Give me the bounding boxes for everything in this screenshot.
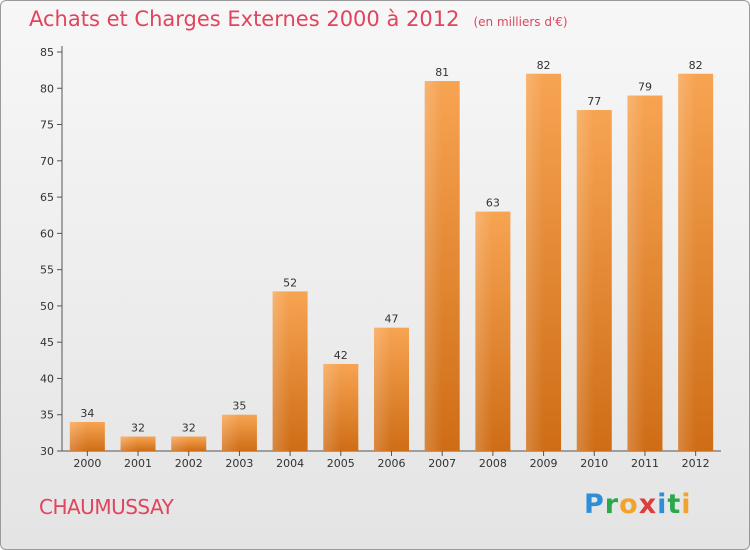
bar-highlight — [69, 421, 88, 451]
logo-letter: o — [619, 489, 639, 520]
bar-value-label: 32 — [182, 421, 196, 434]
place-name: CHAUMUSSAY — [39, 495, 174, 519]
bar-value-label: 52 — [283, 276, 297, 289]
chart-axes: 30 35 40 45 50 55 60 65 70 75 80 85 2000 2001 2002 2003… — [40, 46, 721, 470]
y-tick-label: 30 — [40, 445, 54, 458]
y-tick-label: 70 — [40, 155, 54, 168]
x-tick-label: 2008 — [479, 457, 507, 470]
bar-value-label: 82 — [689, 59, 703, 72]
x-tick-label: 2009 — [530, 457, 558, 470]
y-tick-label: 55 — [40, 264, 54, 277]
x-tick-label: 2007 — [428, 457, 456, 470]
logo-letter: i — [681, 489, 692, 520]
bar-highlight — [221, 414, 240, 451]
logo-letter: P — [584, 489, 605, 520]
x-tick-label: 2012 — [682, 457, 710, 470]
proxiti-logo: Proxiti — [584, 489, 692, 520]
bar-highlight — [272, 291, 291, 451]
bar-highlight — [526, 73, 544, 451]
bar-highlight — [576, 110, 595, 451]
bar-value-label: 79 — [638, 81, 652, 94]
y-tick-label: 80 — [40, 82, 54, 95]
x-tick-label: 2001 — [124, 457, 152, 470]
bar-value-label: 34 — [80, 407, 94, 420]
logo-letter: i — [657, 489, 668, 520]
bar-value-label: 82 — [537, 59, 551, 72]
bar-value-label: 81 — [435, 66, 449, 79]
x-tick-label: 2004 — [276, 457, 304, 470]
chart-data-labels: 34 32 32 35 52 42 47 81 63 82 77 79 82 — [80, 59, 702, 435]
y-tick-label: 35 — [40, 409, 54, 422]
bar-value-label: 32 — [131, 421, 145, 434]
x-tick-label: 2003 — [225, 457, 253, 470]
logo-letter: r — [604, 489, 620, 520]
y-tick-label: 45 — [40, 336, 54, 349]
y-tick-label: 65 — [40, 191, 54, 204]
logo-letter: x — [638, 489, 658, 520]
bar-value-label: 35 — [232, 400, 246, 413]
bar-highlight — [475, 211, 493, 451]
bar-highlight — [374, 327, 392, 451]
x-tick-label: 2000 — [73, 457, 101, 470]
bar-highlight — [323, 363, 341, 451]
chart-subtitle: (en milliers d'€) — [473, 15, 568, 29]
y-tick-label: 40 — [40, 372, 54, 385]
bar-value-label: 63 — [486, 197, 500, 210]
bar-value-label: 47 — [385, 313, 399, 326]
chart-title: Achats et Charges Externes 2000 à 2012 (e… — [29, 7, 568, 31]
bar-value-label: 77 — [587, 95, 601, 108]
y-tick-label: 75 — [40, 119, 54, 132]
bar-highlight — [678, 73, 696, 451]
x-tick-label: 2002 — [175, 457, 203, 470]
bar-highlight — [171, 436, 189, 451]
x-tick-label: 2006 — [378, 457, 406, 470]
y-tick-label: 60 — [40, 227, 54, 240]
x-tick-label: 2011 — [631, 457, 659, 470]
chart-title-text: Achats et Charges Externes 2000 à 2012 — [29, 7, 460, 31]
x-tick-label: 2010 — [580, 457, 608, 470]
bar-highlight — [120, 436, 139, 451]
x-tick-label: 2005 — [327, 457, 355, 470]
bar-highlight — [424, 81, 443, 451]
y-tick-label: 50 — [40, 300, 54, 313]
bar-value-label: 42 — [334, 349, 348, 362]
logo-letter: t — [667, 489, 682, 520]
y-tick-label: 85 — [40, 46, 54, 59]
chart-bars — [69, 73, 714, 451]
bar-highlight — [627, 95, 645, 451]
